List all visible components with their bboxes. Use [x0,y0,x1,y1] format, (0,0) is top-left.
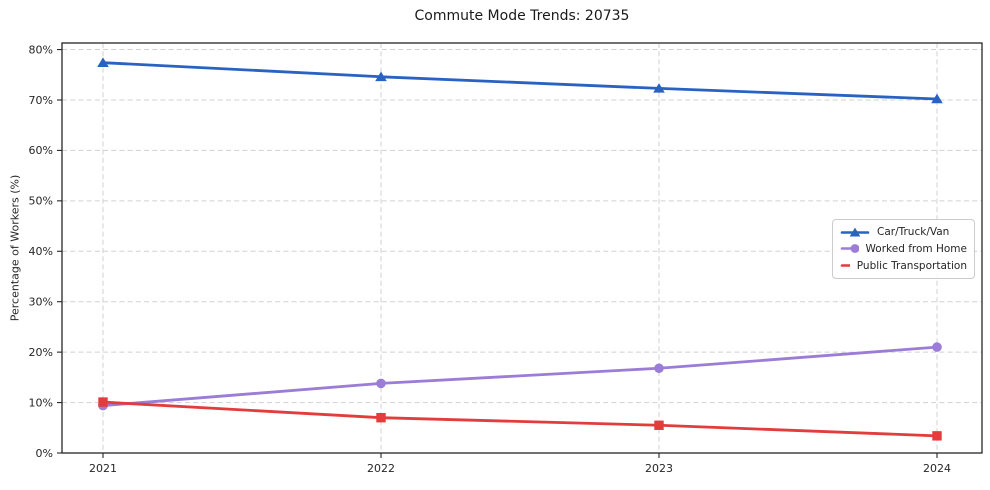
data-point-marker [376,378,386,389]
x-tick-label: 2024 [923,462,951,475]
x-tick-label: 2021 [89,462,117,475]
legend-swatch-square-icon [840,264,850,267]
axis-ticks [57,49,938,458]
series-line-circle [101,345,939,407]
data-point-marker [98,397,108,407]
y-tick-label: 10% [29,396,53,409]
data-point-marker [97,57,109,67]
legend-swatch-circle-icon [840,244,859,254]
data-point-marker [654,363,664,374]
data-point-marker [653,83,665,93]
y-tick-label: 50% [29,195,53,208]
y-tick-label: 40% [29,245,53,258]
series-line-square [101,400,939,438]
legend-item: Worked from Home [840,241,967,257]
y-tick-label: 60% [29,144,53,157]
axis-spines [61,42,983,454]
legend-item: Car/Truck/Van [840,224,967,240]
legend-marker [849,227,861,237]
y-tick-label: 70% [29,94,53,107]
y-tick-label: 30% [29,296,53,309]
data-point-marker [375,71,387,82]
data-point-marker [376,412,386,423]
legend-marker [850,244,859,254]
y-tick-label: 20% [29,346,53,359]
y-tick-label: 80% [29,43,53,56]
legend-swatch-triangle-icon [840,227,870,237]
legend-label: Worked from Home [865,242,967,255]
legend-item: Public Transportation [840,258,967,274]
data-point-marker [931,93,943,104]
x-tick-label: 2023 [645,462,673,475]
legend-label: Public Transportation [856,259,967,272]
legend: Car/Truck/Van Worked from Home Public Tran… [832,219,975,279]
legend-label: Car/Truck/Van [877,226,950,239]
data-point-marker [654,420,664,430]
chart-title: Commute Mode Trends: 20735 [414,8,630,24]
data-point-marker [932,431,942,441]
x-tick-label: 2022 [367,462,395,475]
y-axis-label: Percentage of Workers (%) [8,174,22,322]
data-point-marker [932,342,942,352]
y-tick-label: 0% [36,447,53,460]
series-line-triangle [101,61,939,101]
